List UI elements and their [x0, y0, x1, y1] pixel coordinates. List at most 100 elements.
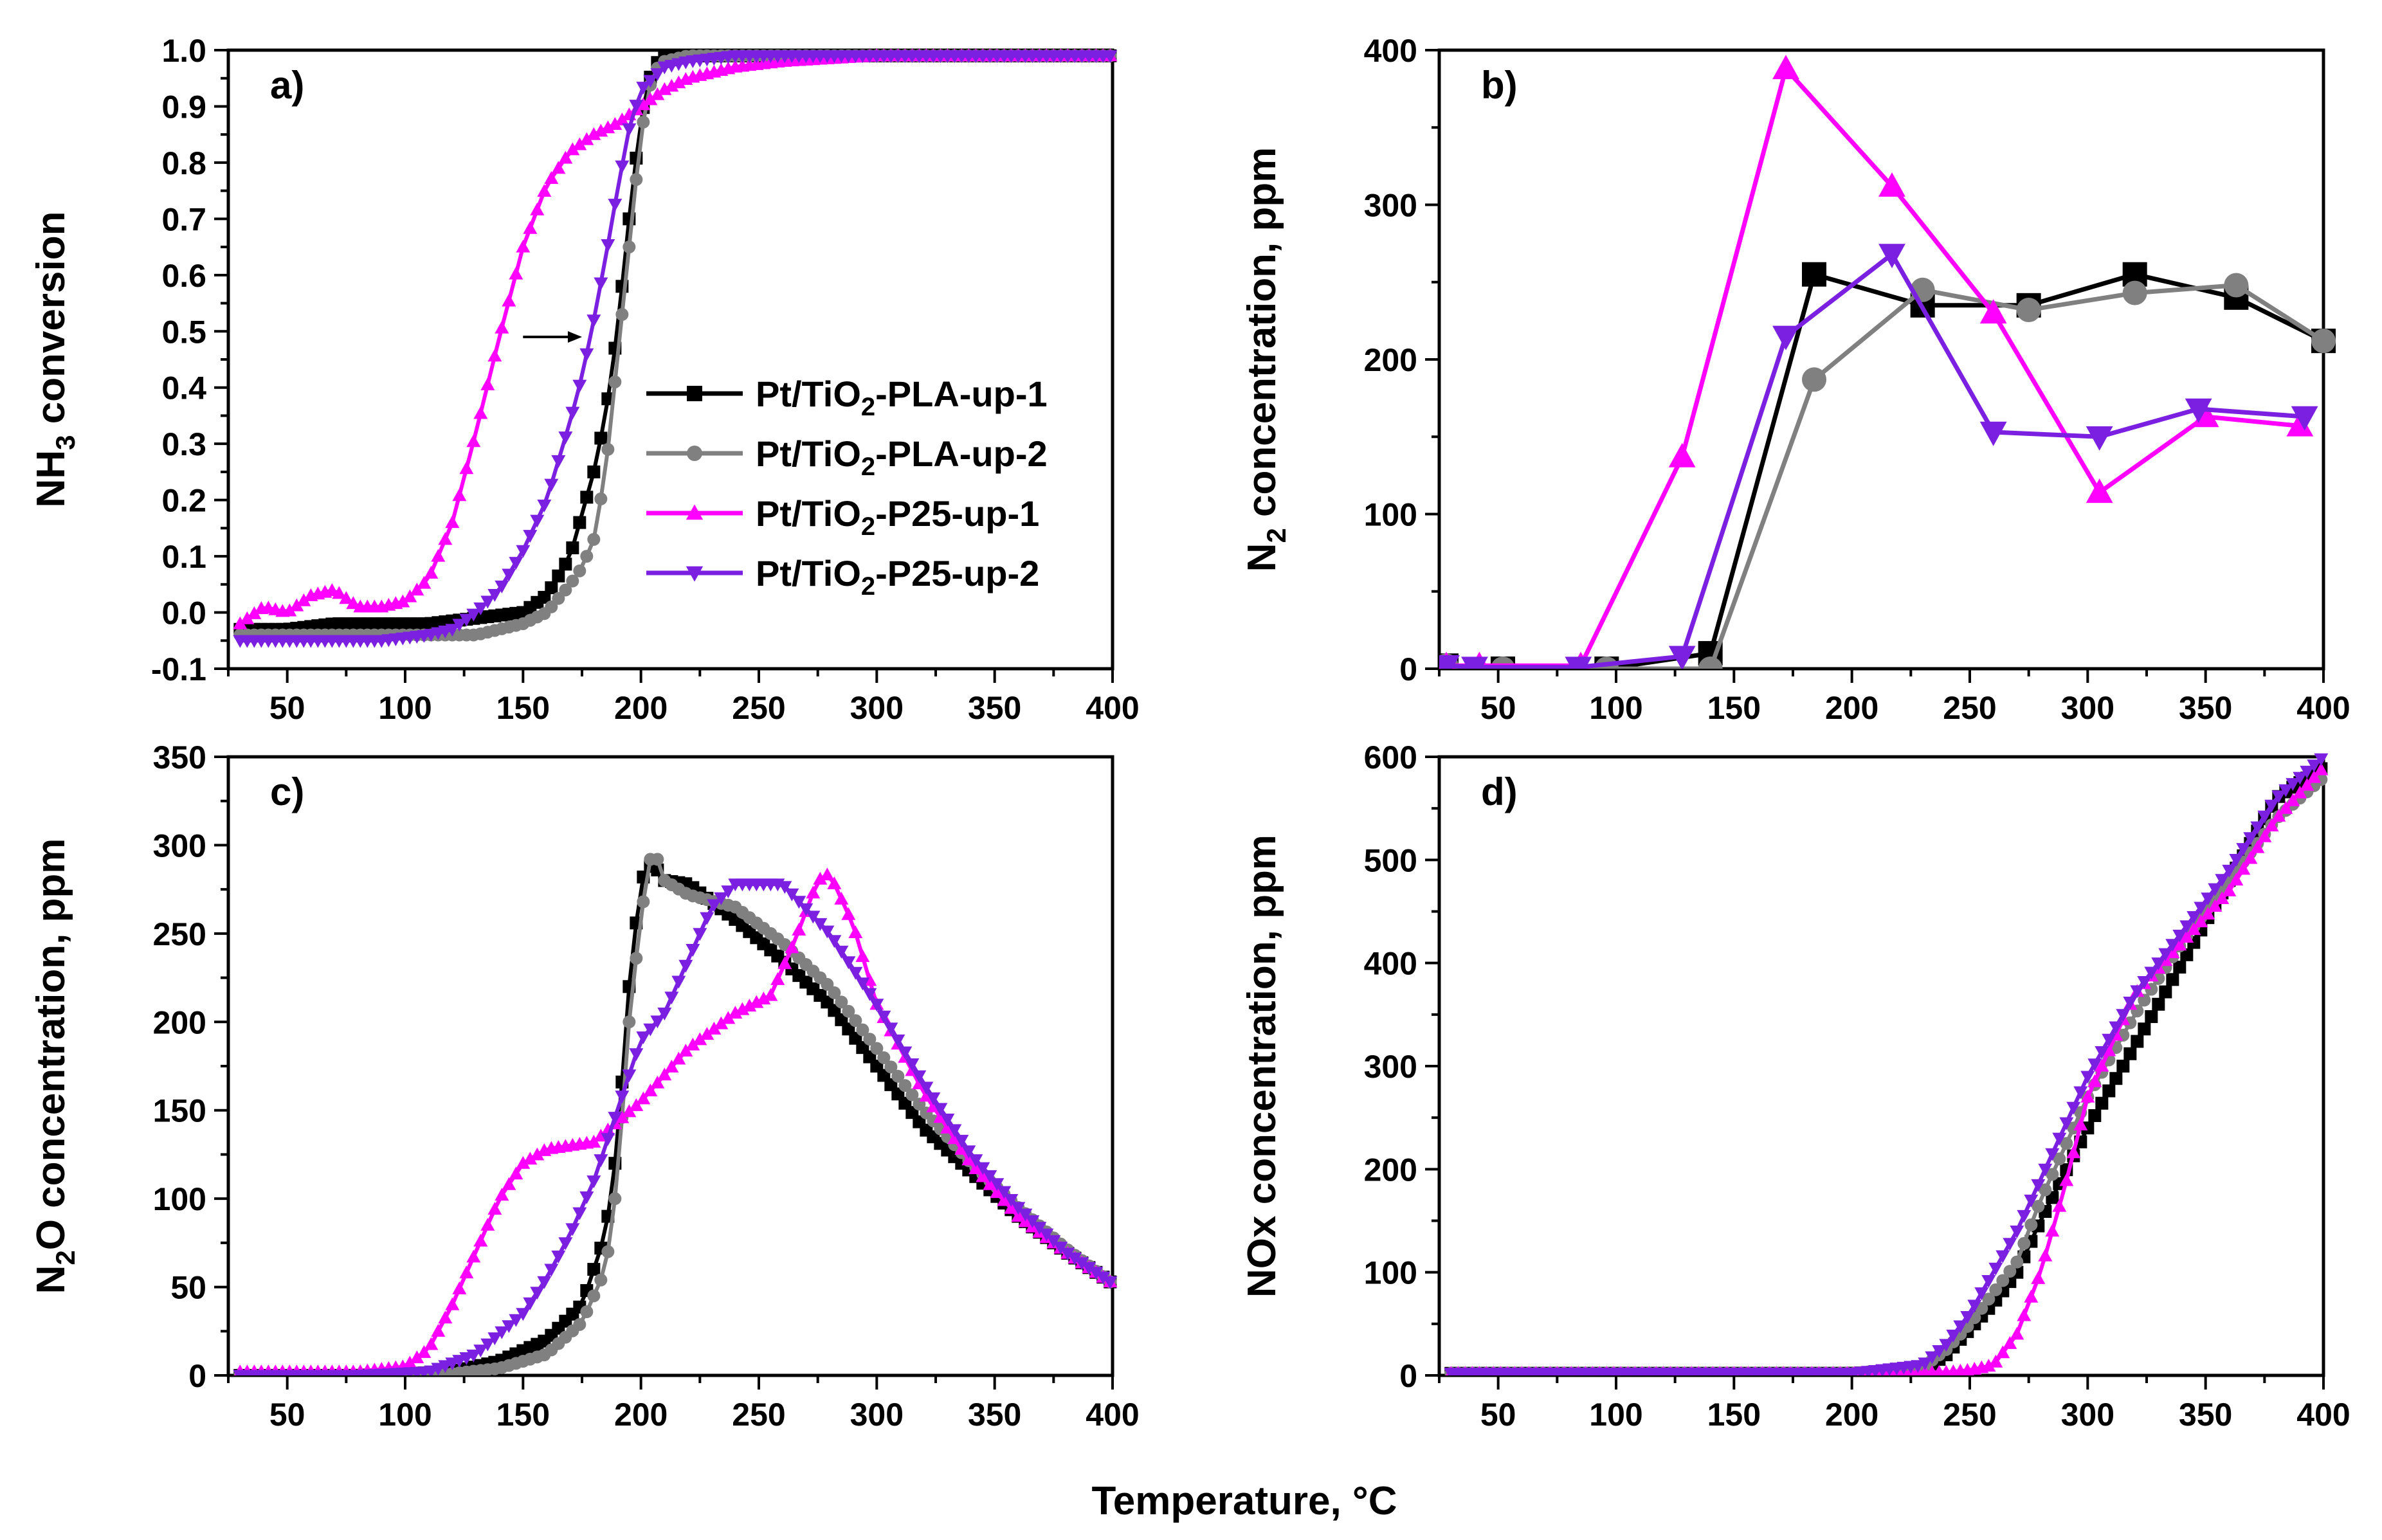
data-point-P25-up-2 [586, 314, 601, 328]
data-point-PLA-up-2 [545, 600, 558, 613]
data-point-P25-up-1 [403, 1355, 417, 1369]
data-point-P25-up-1 [509, 1166, 523, 1180]
data-point-P25-up-1 [813, 871, 828, 885]
data-point-P25-up-2 [2073, 1086, 2088, 1100]
data-point-P25-up-2 [976, 1162, 990, 1175]
data-point-P25-up-1 [2045, 1224, 2060, 1237]
data-point-P25-up-2 [586, 1175, 601, 1189]
data-point-P25-up-2 [827, 935, 842, 948]
data-point-P25-up-2 [1974, 1287, 1989, 1301]
data-point-P25-up-2 [707, 899, 722, 912]
series-P25-up-2 [1439, 244, 2318, 669]
data-point-P25-up-2 [2038, 1163, 2053, 1177]
data-point-P25-up-2 [1953, 1320, 1968, 1334]
data-point-P25-up-2 [579, 348, 594, 361]
data-point-P25-up-1 [1996, 1345, 2010, 1359]
data-point-PLA-up-2 [2016, 298, 2041, 323]
x-tick-label: 100 [1589, 1397, 1642, 1433]
data-point-P25-up-2 [544, 478, 559, 492]
x-tick-label: 100 [378, 690, 432, 726]
data-point-P25-up-2 [509, 557, 523, 570]
data-point-PLA-up-1 [2166, 973, 2179, 986]
data-point-PLA-up-2 [601, 1245, 615, 1258]
data-point-P25-up-1 [2179, 930, 2194, 943]
y-tick-label: 50 [170, 1270, 206, 1306]
data-point-P25-up-1 [516, 1155, 531, 1169]
data-point-P25-up-1 [487, 349, 502, 362]
data-point-P25-up-2 [2229, 853, 2244, 867]
data-point-P25-up-1 [728, 1006, 743, 1019]
data-point-P25-up-2 [2137, 975, 2152, 989]
data-point-P25-up-2 [452, 619, 467, 632]
x-tick-label: 300 [850, 1397, 904, 1433]
data-point-P25-up-2 [1075, 1257, 1089, 1271]
data-point-P25-up-2 [2286, 778, 2300, 792]
data-point-P25-up-2 [1772, 325, 1799, 350]
data-point-P25-up-1 [2250, 840, 2265, 853]
data-point-P25-up-2 [629, 1048, 644, 1062]
data-point-P25-up-1 [2102, 1043, 2116, 1056]
data-point-P25-up-1 [834, 891, 849, 905]
data-point-PLA-up-1 [2145, 1010, 2158, 1024]
data-point-P25-up-1 [296, 593, 311, 606]
data-point-P25-up-1 [530, 202, 545, 215]
data-point-P25-up-2 [1060, 1247, 1075, 1261]
data-point-P25-up-2 [2052, 1132, 2067, 1146]
data-point-P25-up-2 [1011, 1202, 1026, 1215]
data-point-P25-up-2 [2130, 985, 2145, 999]
data-point-PLA-up-2 [573, 564, 586, 577]
data-point-P25-up-1 [2264, 819, 2279, 831]
y-tick-label: 0.8 [161, 145, 206, 181]
data-point-PLA-up-2 [842, 1004, 855, 1018]
data-point-PLA-up-2 [2053, 1152, 2066, 1166]
data-point-PLA-up-1 [2088, 1109, 2102, 1122]
legend-marker [687, 446, 702, 461]
data-point-PLA-up-2 [2039, 1183, 2052, 1197]
data-point-P25-up-2 [905, 1058, 920, 1071]
y-tick-label: 0 [1399, 1358, 1417, 1394]
y-axis-title: NOx concentration, ppm [1240, 835, 1284, 1298]
data-point-P25-up-2 [1925, 1351, 1940, 1364]
data-point-P25-up-1 [480, 377, 495, 390]
data-point-PLA-up-2 [905, 1088, 919, 1101]
data-point-P25-up-1 [2257, 829, 2272, 842]
data-point-P25-up-1 [643, 92, 658, 105]
data-point-P25-up-2 [1039, 1228, 1054, 1242]
data-point-PLA-up-2 [587, 532, 601, 546]
data-point-P25-up-2 [678, 959, 693, 973]
data-point-P25-up-1 [403, 589, 417, 602]
y-tick-label: 500 [1364, 842, 1417, 878]
data-point-P25-up-2 [877, 1010, 891, 1024]
legend-item: Pt/TiO2-P25-up-2 [646, 553, 1039, 601]
data-point-P25-up-2 [2236, 843, 2251, 856]
data-point-PLA-up-2 [2046, 1168, 2059, 1181]
y-tick-label: 0.4 [161, 370, 206, 406]
data-point-P25-up-1 [523, 1152, 538, 1165]
legend-item: Pt/TiO2-P25-up-1 [646, 493, 1039, 541]
data-point-P25-up-1 [346, 596, 361, 610]
data-point-PLA-up-2 [1802, 367, 1826, 392]
data-point-P25-up-2 [537, 1276, 552, 1289]
data-point-P25-up-1 [650, 87, 665, 100]
data-point-P25-up-2 [2278, 784, 2293, 797]
series-P25-up-2 [1444, 753, 2329, 1375]
data-point-PLA-up-2 [630, 952, 643, 965]
data-point-P25-up-1 [827, 876, 842, 889]
data-point-P25-up-1 [431, 548, 446, 562]
data-point-PLA-up-2 [623, 1015, 636, 1029]
y-tick-label: 0 [1399, 651, 1417, 687]
data-point-P25-up-1 [2243, 851, 2258, 864]
data-point-P25-up-2 [1981, 1274, 1996, 1288]
data-point-P25-up-1 [459, 1265, 474, 1279]
data-point-P25-up-2 [2257, 810, 2272, 824]
data-point-P25-up-2 [657, 1007, 672, 1020]
y-tick-label: 100 [1364, 1255, 1417, 1291]
plot-frame [1437, 48, 2325, 671]
data-point-P25-up-1 [487, 1202, 502, 1215]
legend-marker [687, 386, 702, 401]
data-point-PLA-up-1 [2095, 1096, 2109, 1110]
data-point-P25-up-2 [1996, 1250, 2010, 1264]
y-tick-label: 200 [153, 1004, 206, 1040]
y-tick-label: 0 [188, 1358, 206, 1394]
data-point-P25-up-2 [2185, 398, 2212, 423]
